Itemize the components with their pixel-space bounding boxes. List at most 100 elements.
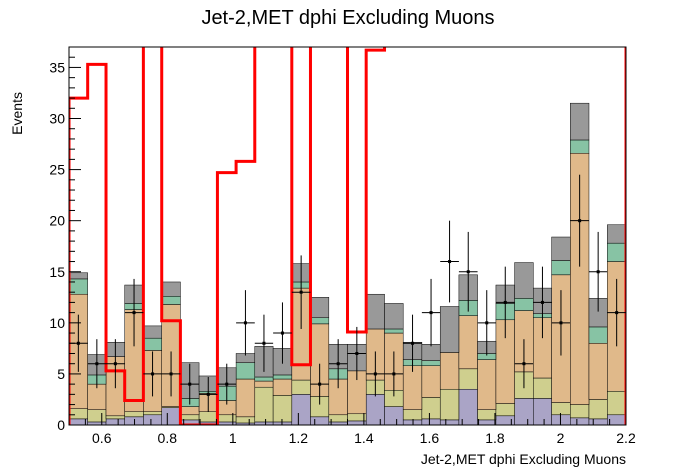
data-point-17 xyxy=(384,351,404,397)
y-tick-label-1: 5 xyxy=(57,366,65,382)
stack-bar-3-29 xyxy=(607,242,626,262)
data-marker xyxy=(578,219,582,223)
data-point-12 xyxy=(291,255,311,329)
stack-bar-0-13 xyxy=(310,416,330,425)
x-axis-label: Jet-2,MET dphi Excluding Muons xyxy=(421,451,626,467)
data-marker xyxy=(355,351,359,355)
stack-bar-3-11 xyxy=(272,374,293,380)
stack-bar-1-26 xyxy=(551,402,571,416)
stack-bar-0-16 xyxy=(365,394,385,425)
data-point-9 xyxy=(236,290,255,356)
stack-bar-0-0 xyxy=(69,418,88,425)
stack-bar-3-19 xyxy=(421,360,441,366)
stack-bar-4-29 xyxy=(607,224,626,244)
data-marker xyxy=(243,321,247,325)
x-tick-label-5: 1.6 xyxy=(420,430,440,446)
data-marker xyxy=(392,372,396,376)
stack-bar-2-19 xyxy=(421,365,441,398)
y-axis-label: Events xyxy=(9,92,25,135)
y-tick-label-3: 15 xyxy=(49,264,65,280)
data-marker xyxy=(540,300,544,304)
data-point-5 xyxy=(161,351,181,397)
data-point-18 xyxy=(403,314,422,372)
stack-bar-1-9 xyxy=(235,416,256,424)
data-marker xyxy=(503,300,507,304)
stack-bar-1-22 xyxy=(477,409,497,421)
stack-bar-0-19 xyxy=(421,418,441,425)
data-points xyxy=(69,174,626,412)
stack-bar-4-0 xyxy=(69,272,88,280)
x-tick-label-1: 0.8 xyxy=(158,430,178,446)
stack-bar-1-21 xyxy=(458,368,478,390)
stack-bar-3-17 xyxy=(384,328,404,334)
x-tick-label-0: 0.6 xyxy=(92,430,112,446)
data-marker xyxy=(132,311,136,315)
data-marker xyxy=(188,382,192,386)
data-marker xyxy=(429,311,433,315)
data-marker xyxy=(225,382,229,386)
stack-bar-3-10 xyxy=(254,376,274,382)
data-point-29 xyxy=(607,278,626,347)
stack-bar-2-18 xyxy=(402,365,423,410)
data-marker xyxy=(522,362,526,366)
stack-bar-1-11 xyxy=(272,395,293,423)
data-marker xyxy=(280,331,284,335)
stack-bar-3-27 xyxy=(570,139,590,154)
stack-bar-0-28 xyxy=(588,418,608,425)
data-marker xyxy=(485,321,489,325)
data-marker xyxy=(466,270,470,274)
data-marker xyxy=(113,362,117,366)
stack-bar-3-13 xyxy=(310,317,330,325)
stack-bar-1-19 xyxy=(421,397,441,420)
stack-bar-0-24 xyxy=(514,398,534,425)
stack-bar-1-4 xyxy=(143,411,162,416)
stack-bar-4-4 xyxy=(143,325,162,339)
stack-bar-0-27 xyxy=(570,417,590,425)
x-tick-label-2: 1 xyxy=(229,430,237,446)
stack-bar-1-10 xyxy=(254,386,274,423)
stack-bar-2-22 xyxy=(477,359,497,410)
stack-bar-1-15 xyxy=(347,413,367,422)
stack-bar-2-21 xyxy=(458,315,478,370)
stack-bar-3-9 xyxy=(235,362,256,380)
data-marker xyxy=(151,372,155,376)
data-marker xyxy=(318,382,322,386)
stack-bar-4-27 xyxy=(570,102,590,141)
data-point-19 xyxy=(421,278,441,347)
data-marker xyxy=(299,290,303,294)
stack-bar-3-24 xyxy=(514,298,534,311)
data-point-28 xyxy=(588,231,608,312)
stack-bar-4-16 xyxy=(365,293,385,330)
stack-bar-3-28 xyxy=(588,326,608,344)
stack-bar-4-5 xyxy=(161,281,181,297)
stack-bar-0-20 xyxy=(439,419,460,425)
data-point-7 xyxy=(199,376,218,412)
stack-bar-0-2 xyxy=(105,418,125,425)
data-point-3 xyxy=(124,278,144,347)
data-marker xyxy=(76,341,80,345)
data-point-22 xyxy=(477,290,496,356)
stack-bar-3-4 xyxy=(143,337,162,351)
y-tick-label-7: 35 xyxy=(49,59,65,75)
data-marker xyxy=(448,260,452,264)
data-marker xyxy=(262,341,266,345)
stack-bar-3-5 xyxy=(161,296,181,305)
signal-histogram xyxy=(69,47,626,425)
x-tick-label-8: 2.2 xyxy=(616,430,636,446)
y-tick-label-5: 25 xyxy=(49,162,65,178)
stack-bar-1-12 xyxy=(291,379,311,395)
stack-bar-4-26 xyxy=(551,236,571,261)
data-point-15 xyxy=(347,326,367,381)
stack-bar-1-3 xyxy=(124,411,144,418)
stack-bar-2-11 xyxy=(272,378,293,396)
stack-bar-2-10 xyxy=(254,380,274,388)
stack-bar-0-4 xyxy=(143,414,162,425)
data-point-6 xyxy=(180,363,200,405)
data-marker xyxy=(559,321,563,325)
axes: 0.6 0.8 1 1.2 1.4 1.6 1.8 2 2.2 0 5 10 15 20 25 30 35 xyxy=(49,46,636,446)
stack-bar-1-27 xyxy=(570,404,590,419)
stack-bar-2-28 xyxy=(588,343,608,400)
stack-bar-0-25 xyxy=(533,398,552,425)
data-point-4 xyxy=(143,351,162,397)
y-tick-label-4: 20 xyxy=(49,213,65,229)
